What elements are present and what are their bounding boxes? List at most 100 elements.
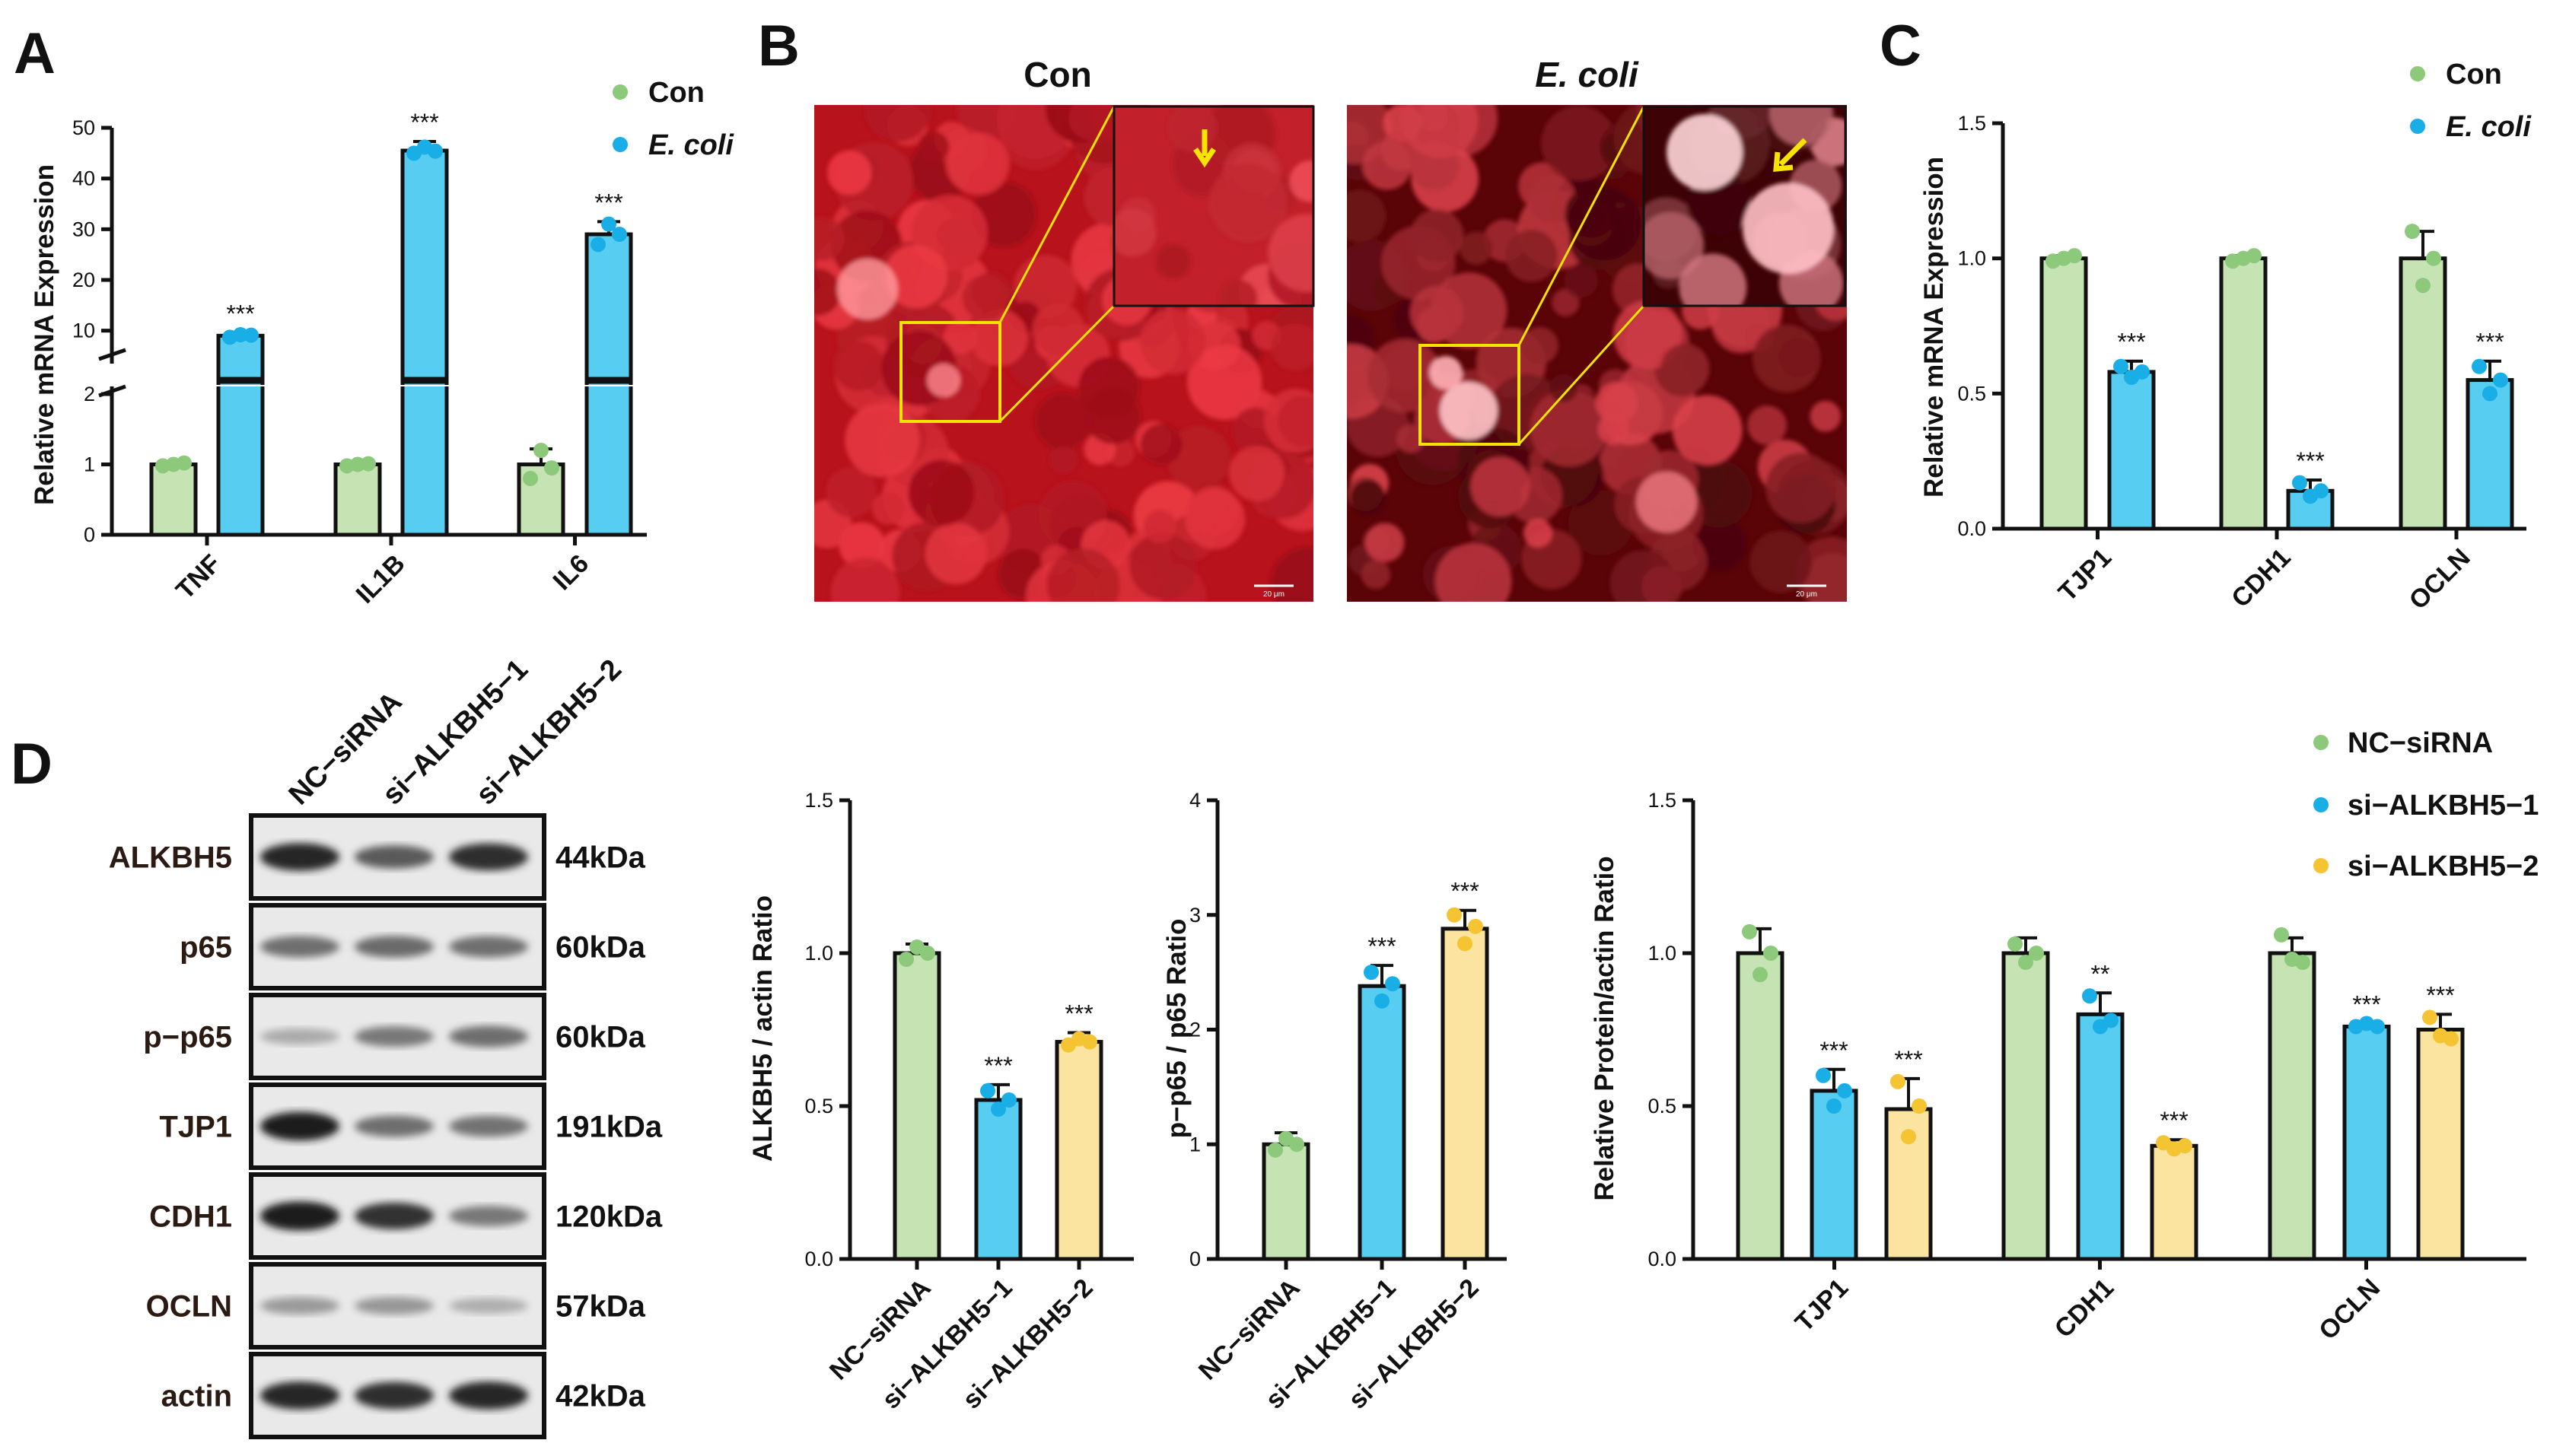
micro-ecoli-cell-92 xyxy=(1552,288,1580,316)
panel-d-protein-y-label: Relative Protein/actin Ratio xyxy=(1590,856,1619,1200)
micro-con-image: 20 μm xyxy=(814,105,1315,602)
micro-con-cell-43 xyxy=(839,522,885,568)
panel-d-pp65-pt-1-0 xyxy=(1364,965,1379,981)
panel-c-pt-s0-c1-2 xyxy=(2246,248,2262,264)
micro-con-cell-161 xyxy=(1143,510,1177,543)
micro-ecoli-inset-cell-7 xyxy=(1769,106,1834,146)
micro-ecoli-cell-78 xyxy=(1541,105,1617,181)
panel-d-protein-pt-s1-c0-2 xyxy=(1837,1082,1852,1098)
legend-con-label-a: Con xyxy=(648,77,705,109)
wb-kda-label-3: 191kDa xyxy=(556,1111,663,1144)
micro-con-cell-47 xyxy=(1140,424,1183,466)
wb-kda-label-5: 57kDa xyxy=(556,1290,646,1324)
micro-con-cell-148 xyxy=(1270,547,1313,602)
panel-d-protein-bar-s0-c2 xyxy=(2268,951,2316,1261)
micro-con-cell-159 xyxy=(833,340,884,391)
panel-d-protein-star-s1-c2: *** xyxy=(2352,990,2380,1018)
panel-c-bar-s0-c1 xyxy=(2219,256,2268,531)
micro-con-cell-156 xyxy=(845,402,920,478)
panel-d-protein-star-s1-c1: ** xyxy=(2091,960,2110,987)
panel-d-protein-bar-s1-c0 xyxy=(1810,1089,1858,1261)
panel-d-alkbh5-ytick-label-3: 1.5 xyxy=(804,789,833,812)
micro-ecoli-cell-104 xyxy=(1612,300,1683,370)
panel-a-pt-s0-c2-2 xyxy=(544,460,559,476)
wb-band-r3-l0 xyxy=(260,1111,339,1141)
panel-d-pp65-star-1: *** xyxy=(1367,933,1396,960)
legend-panel-d: NC−siRNA si−ALKBH5−1 si−ALKBH5−2 xyxy=(2313,727,2539,882)
panel-c-pt-s1-c0-2 xyxy=(2135,364,2150,380)
panel-d-protein-category-0: TJP1 xyxy=(1790,1273,1854,1337)
panel-c-pt-s1-c2-1 xyxy=(2482,386,2497,402)
micro-ecoli-cell-131 xyxy=(1672,395,1743,466)
wb-band-r5-l2 xyxy=(449,1298,528,1314)
legend-ecoli-label-c: E. coli xyxy=(2446,111,2532,143)
panel-a-ytick-label-up-3: 40 xyxy=(72,167,95,190)
micro-con-cell-134 xyxy=(871,491,905,525)
panel-d-protein-bar-s0-c1 xyxy=(2001,951,2050,1261)
panel-a-bar-gap-s1-c2 xyxy=(584,385,634,386)
micro-ecoli-cell-87 xyxy=(1367,339,1442,413)
micro-con-cell-97 xyxy=(814,217,845,261)
micro-con-cell-167 xyxy=(918,131,950,163)
micro-ecoli-cell-149 xyxy=(1520,326,1558,364)
legend-con-label-c: Con xyxy=(2446,59,2502,91)
panel-d-pp65-ytick-label-3: 3 xyxy=(1189,904,1201,927)
micro-ecoli-cell-64 xyxy=(1810,400,1842,432)
panel-d-alkbh5-pt-1-1 xyxy=(991,1102,1006,1117)
panel-c-category-1: CDH1 xyxy=(2226,543,2296,613)
panel-a-star-s1-c1: *** xyxy=(410,109,438,136)
panel-d-protein-pt-s1-c1-2 xyxy=(2103,1013,2119,1028)
micro-ecoli-zoom-line-top xyxy=(1517,106,1645,346)
wb-band-r2-l0 xyxy=(260,1028,339,1044)
panel-a-ytick-label-up-2: 30 xyxy=(72,218,95,240)
panel-d-protein-pt-s1-c2-2 xyxy=(2370,1019,2385,1035)
micro-con-cell-103 xyxy=(1032,303,1085,355)
panel-d-protein-pt-s2-c2-2 xyxy=(2443,1031,2459,1047)
panel-d-pp65-ytick-label-0: 0 xyxy=(1189,1248,1201,1270)
wb-kda-label-0: 44kDa xyxy=(556,841,646,875)
panel-d-protein-pt-s0-c2-2 xyxy=(2295,955,2310,971)
micro-con-title: Con xyxy=(1024,55,1091,94)
wb-band-r3-l2 xyxy=(449,1115,528,1137)
micro-con-cell-90 xyxy=(1078,356,1140,418)
panel-a-pt-s1-c2-1 xyxy=(601,216,616,232)
wb-protein-label-1: p65 xyxy=(180,931,232,965)
micro-con-cell-165 xyxy=(1229,445,1285,501)
panel-d-pp65-pt-2-0 xyxy=(1447,907,1462,923)
wb-protein-label-0: ALKBH5 xyxy=(109,841,232,875)
legend-panel-c: Con E. coli xyxy=(2410,59,2532,143)
panel-d-protein-pt-s0-c1-1 xyxy=(2018,955,2033,971)
panel-a-ytick-label-up-0: 10 xyxy=(72,319,95,342)
panel-c-pt-s0-c2-2 xyxy=(2426,250,2441,266)
panel-d-protein-star-s2-c1: *** xyxy=(2160,1107,2188,1134)
micro-con-cell-79 xyxy=(830,558,900,602)
micro-ecoli-cell-145 xyxy=(1402,105,1479,159)
micro-ecoli-cell-123 xyxy=(1595,381,1638,424)
micro-con-cell-131 xyxy=(1068,105,1113,140)
panel-c-pt-s1-c0-0 xyxy=(2113,358,2128,374)
micro-ecoli-cell-124 xyxy=(1410,208,1464,262)
micro-ecoli-cell-107 xyxy=(1505,229,1558,282)
wb-band-r2-l2 xyxy=(449,1025,528,1047)
panel-d-alkbh5-star-2: *** xyxy=(1065,1000,1093,1028)
wb-protein-label-6: actin xyxy=(161,1380,232,1413)
panel-a-ytick-label-up-1: 20 xyxy=(72,269,95,291)
panel-label-b: B xyxy=(758,14,800,78)
panel-d-protein-ytick-label-1: 0.5 xyxy=(1647,1095,1676,1117)
micro-ecoli-cell-116 xyxy=(1434,542,1512,602)
panel-c-star-s1-c0: *** xyxy=(2117,329,2145,356)
micro-con-roi-box xyxy=(899,321,1001,423)
micro-con-inset-cell-13 xyxy=(1168,106,1218,153)
micro-ecoli-cell-137 xyxy=(1765,452,1836,523)
legend-nc-marker xyxy=(2313,735,2329,750)
micro-ecoli-bright-blob-0 xyxy=(1440,382,1498,440)
panel-a-pt-s0-c1-2 xyxy=(361,456,376,472)
panel-c-pt-s1-c2-0 xyxy=(2472,358,2487,374)
panel-c-pt-s0-c2-0 xyxy=(2405,224,2420,240)
panel-d-protein-star-s2-c2: *** xyxy=(2426,981,2454,1009)
panel-a-bar-s1-c0 xyxy=(216,333,265,537)
legend-ecoli-label-a: E. coli xyxy=(648,129,734,161)
panel-d-alkbh5-pt-0-2 xyxy=(920,946,935,961)
panel-d-protein-bar-s0-c0 xyxy=(1736,951,1784,1261)
